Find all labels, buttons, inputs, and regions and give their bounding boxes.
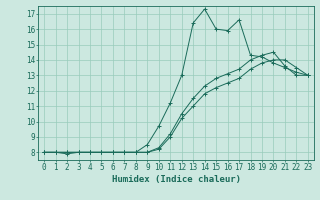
X-axis label: Humidex (Indice chaleur): Humidex (Indice chaleur) [111, 175, 241, 184]
